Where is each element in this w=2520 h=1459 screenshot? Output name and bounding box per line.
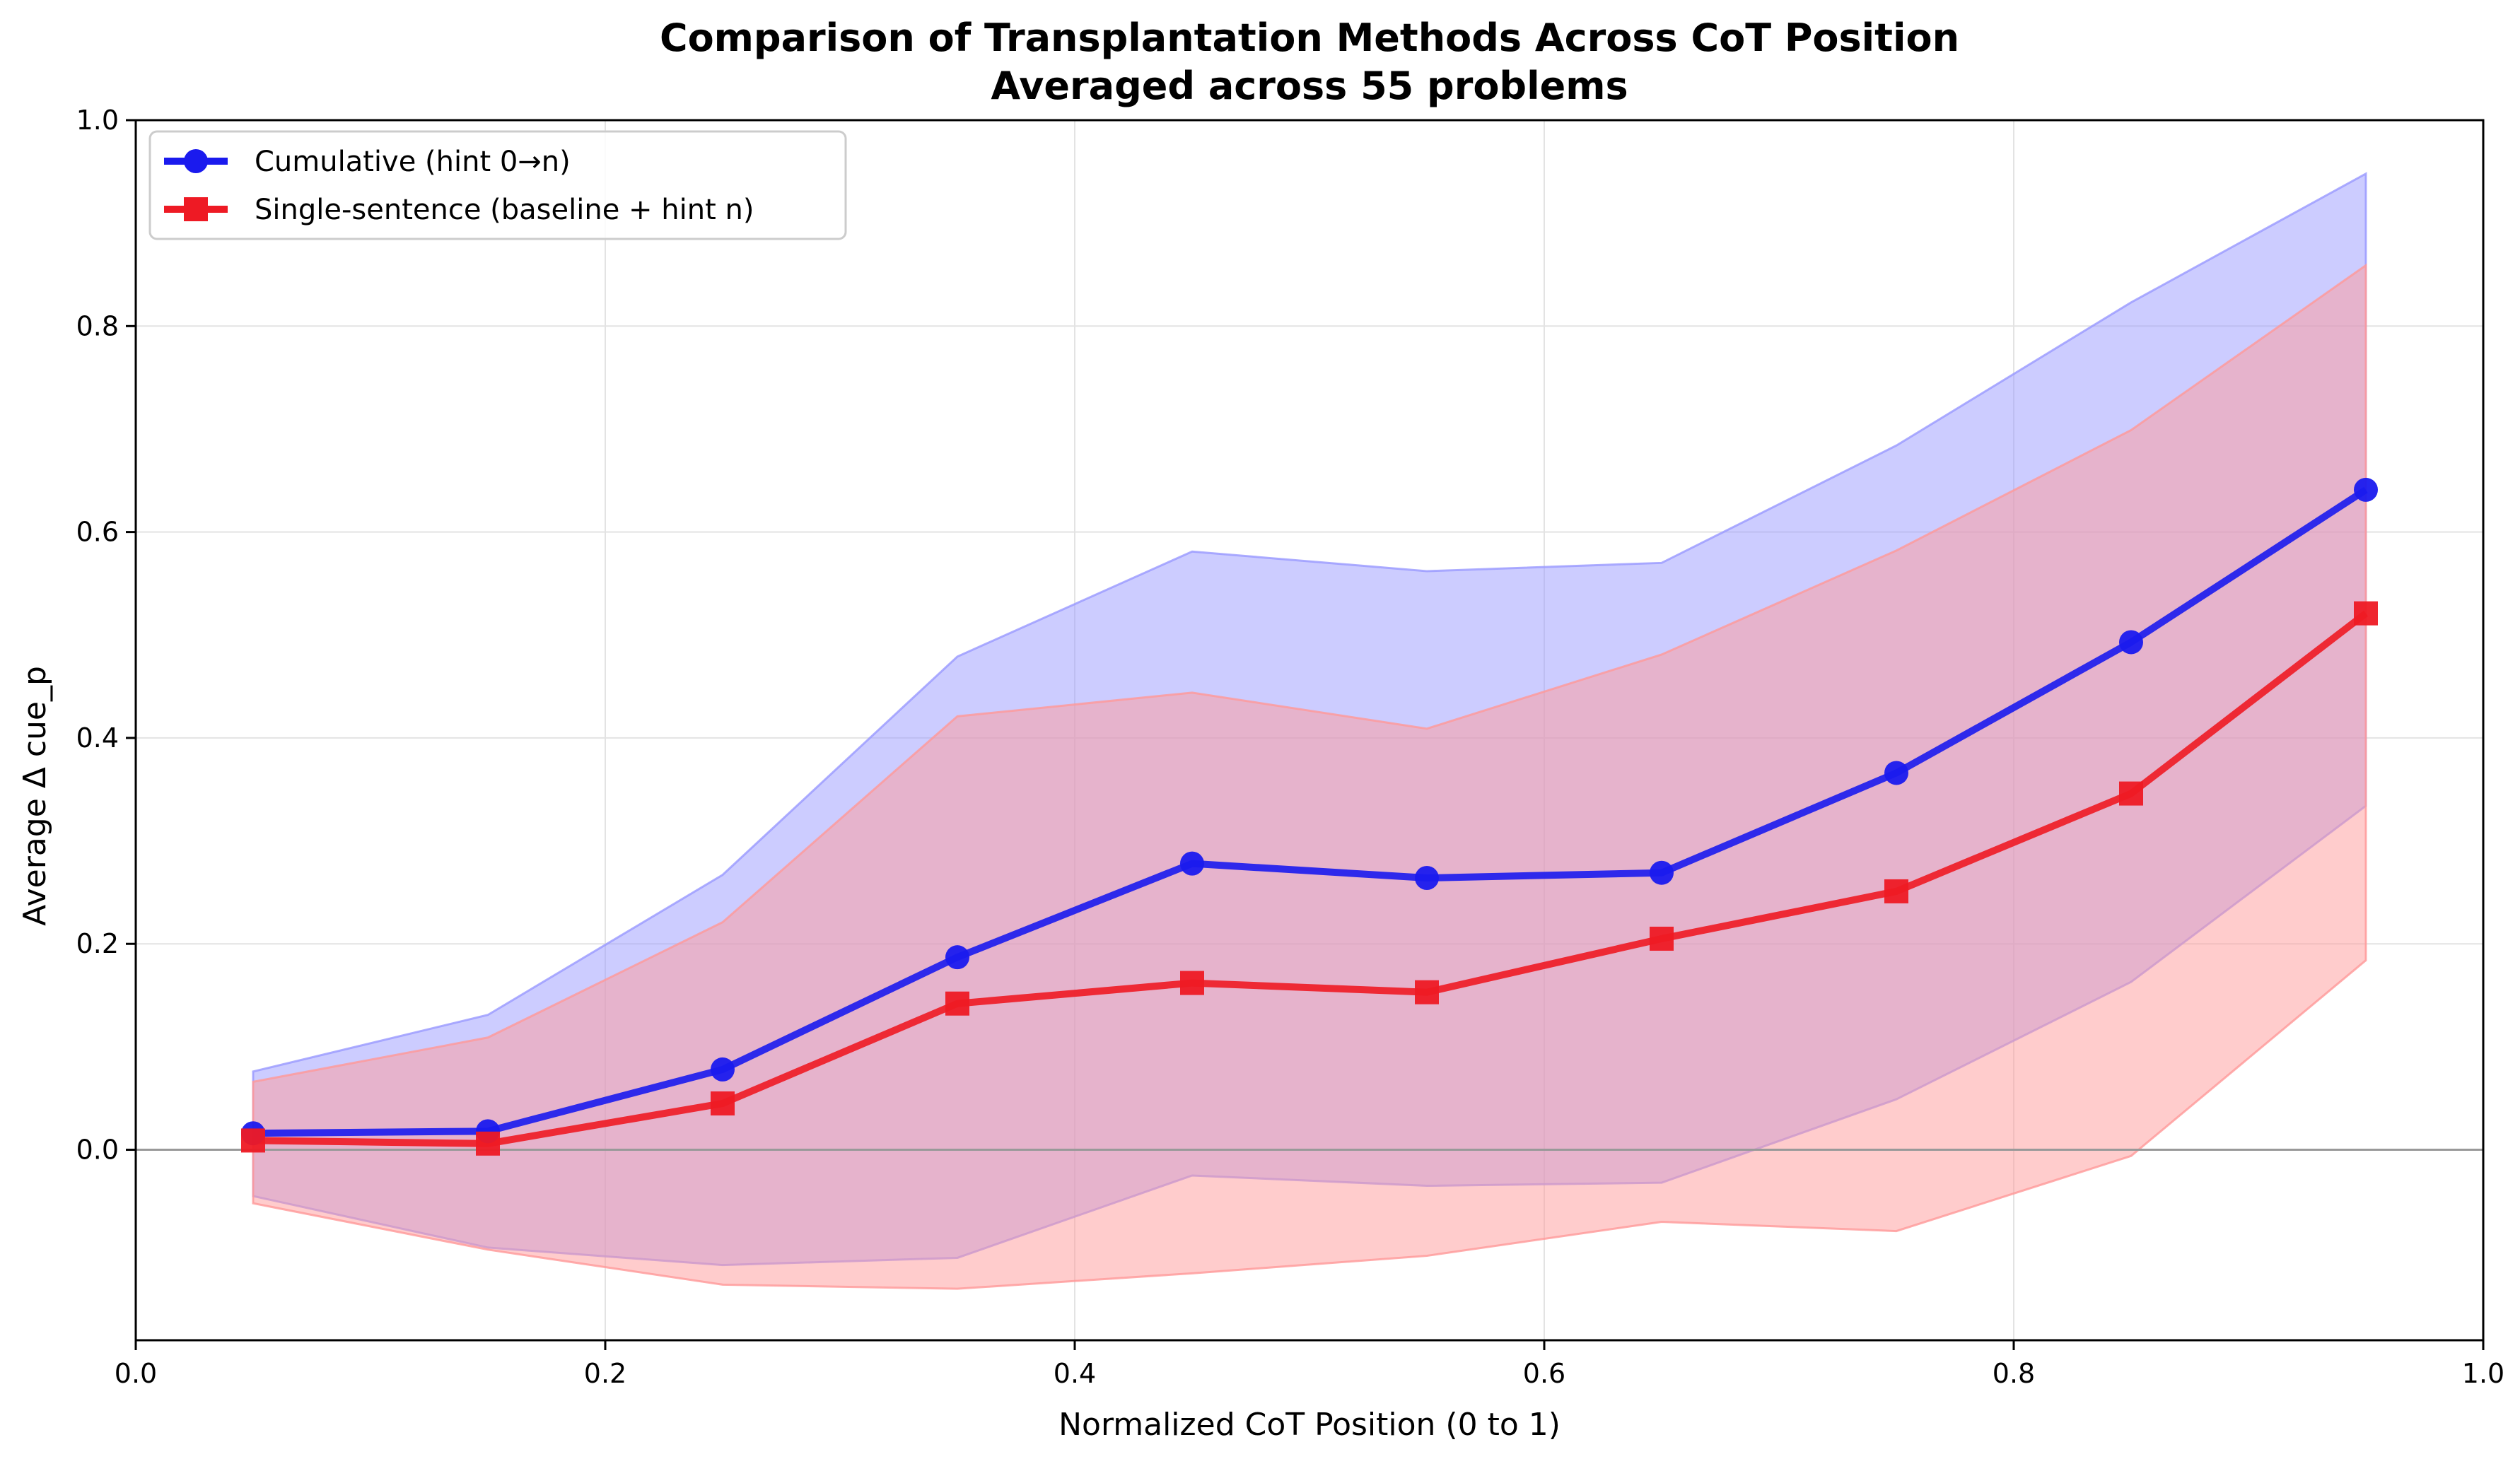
x-tick-label: 0.0 <box>115 1358 157 1389</box>
data-point-cumulative <box>2119 630 2143 655</box>
x-tick-label: 0.2 <box>584 1358 626 1389</box>
data-point-single-sentence <box>241 1128 265 1153</box>
legend-label-single-sentence: Single-sentence (baseline + hint n) <box>255 194 754 226</box>
legend-label-cumulative: Cumulative (hint 0→n) <box>255 146 571 178</box>
data-point-cumulative <box>711 1057 735 1082</box>
data-point-single-sentence <box>945 991 969 1016</box>
data-point-single-sentence <box>476 1131 500 1156</box>
data-point-cumulative <box>1415 866 1439 891</box>
data-point-cumulative <box>945 945 969 970</box>
confidence-band-single-sentence <box>252 263 2367 1290</box>
y-tick-label: 0.0 <box>76 1135 119 1166</box>
legend-item-single-sentence: Single-sentence (baseline + hint n) <box>164 194 754 226</box>
x-axis-label: Normalized CoT Position (0 to 1) <box>1058 1407 1561 1443</box>
plot-frame <box>134 119 2485 1342</box>
y-axis-ticks: 0.0 0.2 0.4 0.6 0.8 1.0 <box>76 105 136 1166</box>
chart-title: Comparison of Transplantation Methods Ac… <box>660 16 1959 60</box>
confidence-bands <box>252 172 2367 1290</box>
data-point-cumulative <box>1884 761 1908 785</box>
y-tick-label: 1.0 <box>76 105 119 136</box>
x-tick-label: 0.8 <box>1993 1358 2035 1389</box>
data-point-single-sentence <box>2354 601 2378 626</box>
legend-marker-circle <box>184 149 208 173</box>
series-line-cumulative <box>252 486 2368 1137</box>
legend-marker-square <box>184 197 208 221</box>
x-tick-label: 0.4 <box>1054 1358 1096 1389</box>
data-point-single-sentence <box>1415 980 1439 1004</box>
y-tick-label: 0.4 <box>76 722 119 754</box>
x-tick-label: 1.0 <box>2462 1358 2504 1389</box>
x-axis-ticks: 0.0 0.2 0.4 0.6 0.8 1.0 <box>115 1340 2504 1389</box>
data-point-cumulative <box>1180 851 1204 876</box>
data-point-single-sentence <box>1650 926 1674 951</box>
y-axis-label: Average Δ cue_p <box>17 666 53 926</box>
data-point-cumulative <box>1650 860 1674 885</box>
series-lines <box>252 486 2369 1147</box>
series-markers <box>241 477 2378 1156</box>
legend: Cumulative (hint 0→n) Single-sentence (b… <box>148 130 847 240</box>
data-point-cumulative <box>2354 477 2378 502</box>
series-line-single-sentence <box>252 610 2369 1147</box>
data-point-single-sentence <box>2119 781 2143 806</box>
chart-subtitle: Averaged across 55 problems <box>991 64 1628 108</box>
y-tick-label: 0.6 <box>76 517 119 548</box>
data-point-single-sentence <box>1884 879 1908 903</box>
data-point-single-sentence <box>1180 971 1204 995</box>
y-tick-label: 0.8 <box>76 310 119 341</box>
legend-box <box>148 130 847 240</box>
y-tick-label: 0.2 <box>76 928 119 959</box>
data-point-single-sentence <box>711 1091 735 1115</box>
x-tick-label: 0.6 <box>1523 1358 1565 1389</box>
legend-item-cumulative: Cumulative (hint 0→n) <box>164 146 571 178</box>
